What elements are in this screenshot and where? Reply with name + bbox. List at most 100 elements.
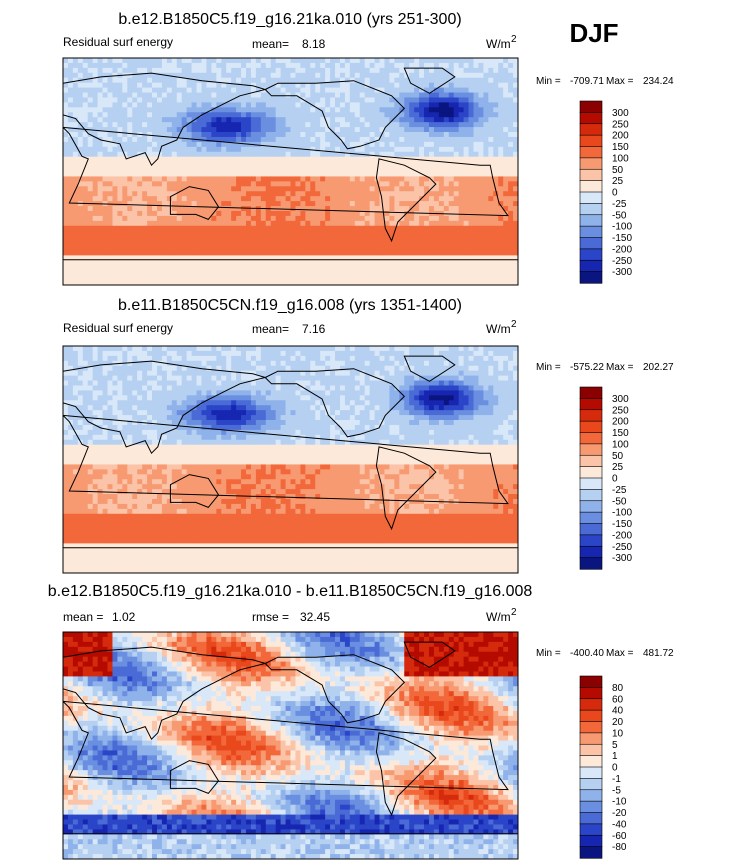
map-cell (404, 88, 409, 93)
map-cell (473, 221, 478, 226)
map-cell (493, 275, 498, 280)
map-cell (103, 376, 108, 381)
map-cell (68, 97, 73, 102)
map-cell (211, 147, 216, 152)
map-cell (419, 381, 424, 386)
map-cell (360, 167, 365, 172)
map-cell (112, 162, 117, 167)
map-cell (459, 381, 464, 386)
map-cell (409, 142, 414, 147)
map-cell (414, 181, 419, 186)
map-cell (365, 127, 370, 132)
map-cell (172, 265, 177, 270)
map-cell (380, 351, 385, 356)
map-cell (157, 63, 162, 68)
map-cell (399, 73, 404, 78)
map-cell (330, 246, 335, 251)
map-cell (241, 176, 246, 181)
map-cell (63, 88, 68, 93)
map-cell (93, 346, 98, 351)
map-cell (271, 201, 276, 206)
map-cell (434, 226, 439, 231)
map-cell (211, 356, 216, 361)
map-cell (380, 236, 385, 241)
map-cell (206, 147, 211, 152)
map-cell (216, 376, 221, 381)
map-cell (360, 216, 365, 221)
map-cell (469, 147, 474, 152)
map-cell (157, 250, 162, 255)
map-cell (226, 246, 231, 251)
map-cell (503, 83, 508, 88)
map-cell (157, 127, 162, 132)
map-cell (231, 172, 236, 177)
map-cell (103, 172, 108, 177)
map-cell (355, 93, 360, 98)
map-cell (380, 172, 385, 177)
map-cell (73, 63, 78, 68)
map-cell (345, 361, 350, 366)
map-cell (325, 260, 330, 265)
map-cell (305, 361, 310, 366)
map-cell (399, 186, 404, 191)
map-cell (251, 102, 256, 107)
map-cell (122, 167, 127, 172)
map-cell (365, 88, 370, 93)
map-cell (459, 250, 464, 255)
map-cell (231, 351, 236, 356)
map-cell (310, 122, 315, 127)
map-cell (508, 206, 513, 211)
map-cell (137, 68, 142, 73)
panel-1-map (63, 58, 518, 285)
map-cell (117, 117, 122, 122)
map-cell (493, 361, 498, 366)
map-cell (177, 231, 182, 236)
map-cell (127, 152, 132, 157)
map-cell (112, 270, 117, 275)
map-cell (103, 221, 108, 226)
map-cell (187, 127, 192, 132)
map-cell (449, 152, 454, 157)
map-cell (414, 191, 419, 196)
map-cell (355, 201, 360, 206)
map-cell (157, 216, 162, 221)
map-cell (187, 176, 192, 181)
map-cell (380, 371, 385, 376)
map-cell (409, 356, 414, 361)
map-cell (137, 176, 142, 181)
map-cell (88, 226, 93, 231)
map-cell (310, 162, 315, 167)
map-cell (508, 172, 513, 177)
map-cell (300, 206, 305, 211)
map-cell (201, 246, 206, 251)
map-cell (493, 83, 498, 88)
map-cell (226, 196, 231, 201)
map-cell (98, 176, 103, 181)
map-cell (231, 346, 236, 351)
map-cell (335, 376, 340, 381)
map-cell (231, 93, 236, 98)
map-cell (404, 107, 409, 112)
map-cell (88, 236, 93, 241)
map-cell (384, 176, 389, 181)
map-cell (409, 73, 414, 78)
map-cell (424, 196, 429, 201)
map-cell (201, 381, 206, 386)
panel-2-title: b.e11.B1850C5CN.f19_g16.008 (yrs 1351-14… (118, 297, 462, 314)
map-cell (424, 221, 429, 226)
map-cell (221, 107, 226, 112)
map-cell (93, 117, 98, 122)
map-cell (375, 241, 380, 246)
map-cell (216, 167, 221, 172)
map-cell (330, 102, 335, 107)
map-cell (325, 275, 330, 280)
map-cell (454, 132, 459, 137)
map-cell (464, 241, 469, 246)
map-cell (216, 176, 221, 181)
map-cell (266, 181, 271, 186)
map-cell (231, 162, 236, 167)
map-cell (142, 236, 147, 241)
map-cell (157, 68, 162, 73)
map-cell (310, 201, 315, 206)
map-cell (73, 376, 78, 381)
